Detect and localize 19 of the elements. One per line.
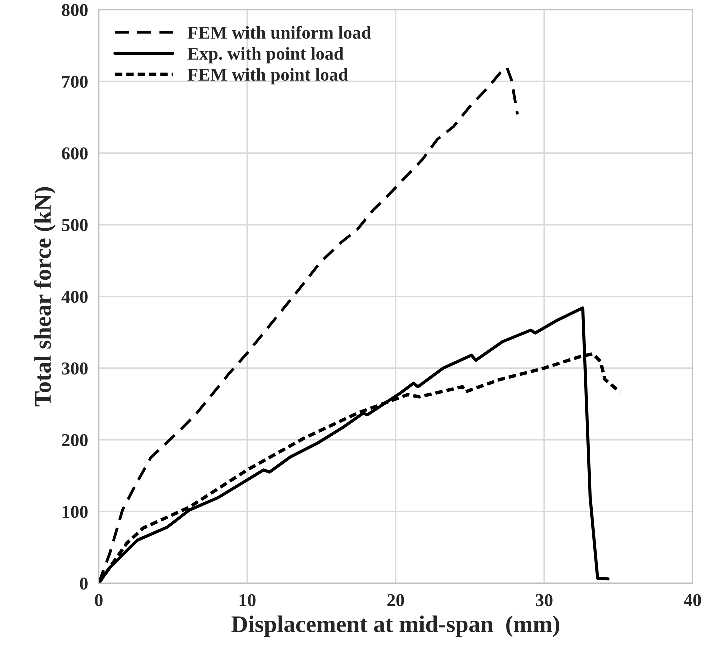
y-tick-label: 500 — [62, 219, 88, 232]
x-tick-label: 0 — [95, 594, 103, 607]
legend-label: Exp. with point load — [188, 47, 344, 64]
legend-label: FEM with point load — [188, 68, 348, 85]
x-tick-label: 20 — [388, 594, 404, 607]
y-axis-title: Total shear force (kN) — [34, 187, 56, 407]
x-axis-title: Displacement at mid-span (mm) — [232, 616, 560, 638]
y-tick-label: 100 — [62, 506, 88, 518]
legend-label: FEM with uniform load — [188, 26, 372, 40]
y-tick-label: 0 — [80, 578, 88, 590]
y-tick-label: 300 — [62, 362, 88, 375]
x-tick-label: 40 — [684, 594, 702, 607]
y-tick-label: 200 — [62, 434, 88, 447]
y-tick-label: 800 — [62, 4, 88, 16]
y-tick-label: 400 — [62, 290, 88, 304]
x-tick-label: 30 — [536, 594, 553, 607]
y-tick-label: 700 — [62, 76, 88, 88]
y-tick-label: 600 — [62, 148, 88, 160]
x-tick-label: 10 — [240, 594, 256, 607]
